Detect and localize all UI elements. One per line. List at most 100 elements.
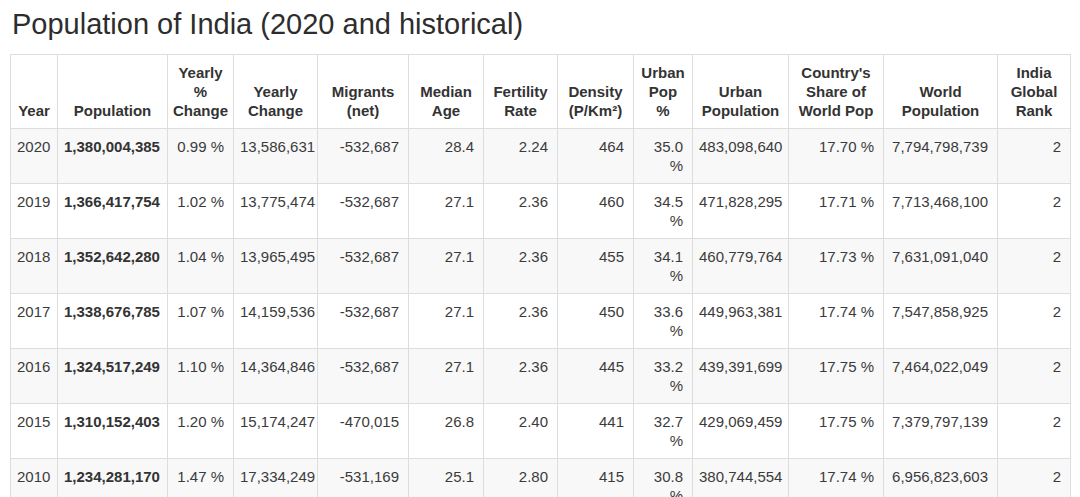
table-row-2020: 20201,380,004,3850.99 %13,586,631-532,68… xyxy=(11,129,1071,184)
cell-density: 445 xyxy=(558,349,634,404)
cell-yearly-change: 13,586,631 xyxy=(234,129,318,184)
cell-migrants-net: -532,687 xyxy=(318,349,409,404)
cell-year: 2016 xyxy=(11,349,58,404)
table-row-2018: 20181,352,642,2801.04 %13,965,495-532,68… xyxy=(11,239,1071,294)
cell-density: 460 xyxy=(558,184,634,239)
cell-yearly-change: 13,965,495 xyxy=(234,239,318,294)
cell-median-age: 27.1 xyxy=(409,294,484,349)
column-header-year: Year xyxy=(11,55,58,129)
cell-world-population: 7,713,468,100 xyxy=(884,184,998,239)
column-header-fertility-rate: Fertility Rate xyxy=(484,55,558,129)
cell-population: 1,234,281,170 xyxy=(58,459,168,497)
table-row-2019: 20191,366,417,7541.02 %13,775,474-532,68… xyxy=(11,184,1071,239)
cell-population: 1,338,676,785 xyxy=(58,294,168,349)
cell-yearly-change: 13,775,474 xyxy=(234,184,318,239)
cell-urban-pop-pct: 34.5 % xyxy=(634,184,693,239)
page: Population of India (2020 and historical… xyxy=(0,0,1080,497)
cell-yearly-change: 14,364,846 xyxy=(234,349,318,404)
cell-median-age: 27.1 xyxy=(409,349,484,404)
cell-countrys-share-of-world-pop: 17.75 % xyxy=(789,404,884,459)
table-head: YearPopulationYearly % ChangeYearly Chan… xyxy=(11,55,1071,129)
table-row-2010: 20101,234,281,1701.47 %17,334,249-531,16… xyxy=(11,459,1071,497)
cell-fertility-rate: 2.40 xyxy=(484,404,558,459)
table-body: 20201,380,004,3850.99 %13,586,631-532,68… xyxy=(11,129,1071,497)
cell-population: 1,310,152,403 xyxy=(58,404,168,459)
cell-urban-population: 483,098,640 xyxy=(693,129,789,184)
cell-india-global-rank: 2 xyxy=(998,294,1071,349)
cell-density: 464 xyxy=(558,129,634,184)
cell-world-population: 7,631,091,040 xyxy=(884,239,998,294)
cell-india-global-rank: 2 xyxy=(998,129,1071,184)
cell-migrants-net: -532,687 xyxy=(318,239,409,294)
cell-world-population: 6,956,823,603 xyxy=(884,459,998,497)
cell-countrys-share-of-world-pop: 17.73 % xyxy=(789,239,884,294)
cell-fertility-rate: 2.80 xyxy=(484,459,558,497)
cell-india-global-rank: 2 xyxy=(998,239,1071,294)
cell-median-age: 26.8 xyxy=(409,404,484,459)
cell-migrants-net: -532,687 xyxy=(318,184,409,239)
cell-world-population: 7,794,798,739 xyxy=(884,129,998,184)
cell-countrys-share-of-world-pop: 17.74 % xyxy=(789,294,884,349)
cell-population: 1,352,642,280 xyxy=(58,239,168,294)
page-title: Population of India (2020 and historical… xyxy=(12,8,1070,41)
cell-median-age: 27.1 xyxy=(409,184,484,239)
cell-countrys-share-of-world-pop: 17.74 % xyxy=(789,459,884,497)
cell-migrants-net: -532,687 xyxy=(318,129,409,184)
cell-india-global-rank: 2 xyxy=(998,404,1071,459)
cell-density: 415 xyxy=(558,459,634,497)
cell-india-global-rank: 2 xyxy=(998,459,1071,497)
cell-migrants-net: -470,015 xyxy=(318,404,409,459)
population-table: YearPopulationYearly % ChangeYearly Chan… xyxy=(10,54,1071,497)
cell-india-global-rank: 2 xyxy=(998,349,1071,404)
column-header-yearly-pct-change: Yearly % Change xyxy=(168,55,234,129)
cell-density: 450 xyxy=(558,294,634,349)
cell-countrys-share-of-world-pop: 17.70 % xyxy=(789,129,884,184)
cell-median-age: 28.4 xyxy=(409,129,484,184)
cell-urban-pop-pct: 34.1 % xyxy=(634,239,693,294)
cell-urban-population: 449,963,381 xyxy=(693,294,789,349)
cell-population: 1,380,004,385 xyxy=(58,129,168,184)
cell-year: 2017 xyxy=(11,294,58,349)
cell-year: 2015 xyxy=(11,404,58,459)
cell-migrants-net: -532,687 xyxy=(318,294,409,349)
column-header-countrys-share-of-world-pop: Country's Share of World Pop xyxy=(789,55,884,129)
cell-urban-pop-pct: 32.7 % xyxy=(634,404,693,459)
cell-year: 2019 xyxy=(11,184,58,239)
cell-urban-pop-pct: 33.6 % xyxy=(634,294,693,349)
cell-population: 1,366,417,754 xyxy=(58,184,168,239)
cell-urban-population: 439,391,699 xyxy=(693,349,789,404)
cell-world-population: 7,379,797,139 xyxy=(884,404,998,459)
column-header-migrants-net: Migrants (net) xyxy=(318,55,409,129)
column-header-population: Population xyxy=(58,55,168,129)
column-header-urban-pop-pct: Urban Pop % xyxy=(634,55,693,129)
cell-year: 2020 xyxy=(11,129,58,184)
column-header-urban-population: Urban Population xyxy=(693,55,789,129)
cell-year: 2018 xyxy=(11,239,58,294)
table-row-2015: 20151,310,152,4031.20 %15,174,247-470,01… xyxy=(11,404,1071,459)
column-header-density: Density (P/Km²) xyxy=(558,55,634,129)
cell-fertility-rate: 2.36 xyxy=(484,294,558,349)
table-header-row: YearPopulationYearly % ChangeYearly Chan… xyxy=(11,55,1071,129)
column-header-yearly-change: Yearly Change xyxy=(234,55,318,129)
cell-median-age: 25.1 xyxy=(409,459,484,497)
cell-density: 441 xyxy=(558,404,634,459)
table-row-2017: 20171,338,676,7851.07 %14,159,536-532,68… xyxy=(11,294,1071,349)
cell-countrys-share-of-world-pop: 17.75 % xyxy=(789,349,884,404)
cell-fertility-rate: 2.36 xyxy=(484,349,558,404)
cell-yearly-pct-change: 1.02 % xyxy=(168,184,234,239)
cell-yearly-pct-change: 1.07 % xyxy=(168,294,234,349)
cell-yearly-change: 15,174,247 xyxy=(234,404,318,459)
cell-fertility-rate: 2.36 xyxy=(484,239,558,294)
cell-yearly-change: 14,159,536 xyxy=(234,294,318,349)
cell-yearly-pct-change: 1.20 % xyxy=(168,404,234,459)
cell-india-global-rank: 2 xyxy=(998,184,1071,239)
cell-population: 1,324,517,249 xyxy=(58,349,168,404)
column-header-india-global-rank: India Global Rank xyxy=(998,55,1071,129)
cell-fertility-rate: 2.24 xyxy=(484,129,558,184)
cell-urban-population: 380,744,554 xyxy=(693,459,789,497)
cell-countrys-share-of-world-pop: 17.71 % xyxy=(789,184,884,239)
cell-yearly-pct-change: 1.47 % xyxy=(168,459,234,497)
cell-world-population: 7,464,022,049 xyxy=(884,349,998,404)
cell-fertility-rate: 2.36 xyxy=(484,184,558,239)
cell-world-population: 7,547,858,925 xyxy=(884,294,998,349)
